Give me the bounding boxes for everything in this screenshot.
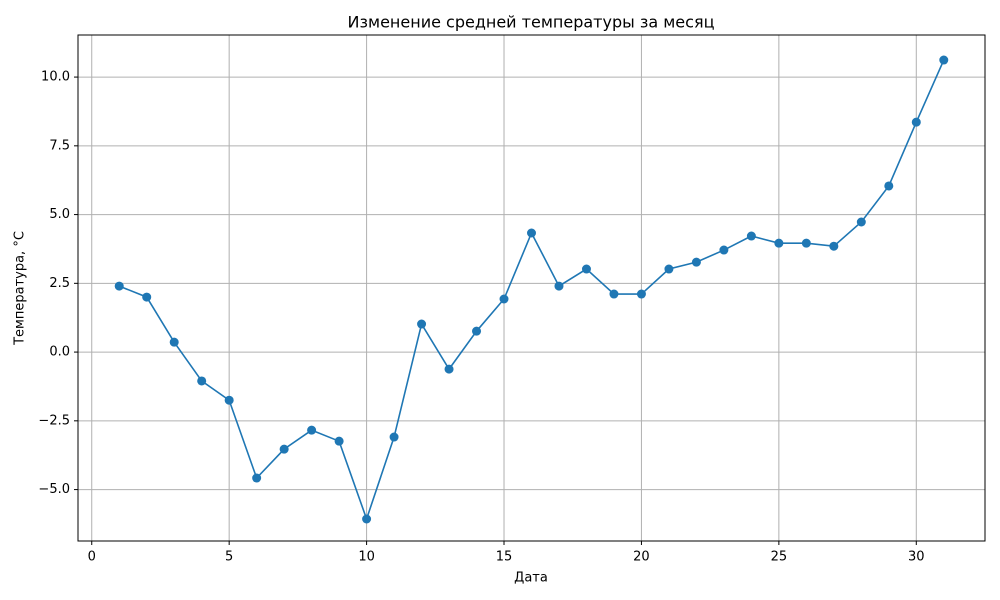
y-axis-label: Температура, °C [13,231,28,346]
data-point [774,238,784,248]
data-point [472,326,482,336]
data-point [856,217,866,227]
data-point [252,473,262,483]
data-line [118,59,945,522]
data-point [829,241,839,251]
y-tick-label: 10.0 [41,70,70,85]
x-axis-label: Дата [514,571,548,586]
x-tick-label: 5 [225,550,233,565]
data-point [499,294,509,304]
data-point [636,289,646,299]
data-point [334,436,344,446]
data-point [939,55,949,65]
data-point [224,395,234,405]
data-point [884,181,894,191]
data-point [746,231,756,241]
data-point [664,264,674,274]
x-tick-label: 20 [633,550,650,565]
data-point [719,245,729,255]
x-tick-label: 10 [358,550,375,565]
data-point [609,289,619,299]
data-point [389,432,399,442]
data-point [279,444,289,454]
y-tick-label: −2.5 [38,413,70,428]
data-point [307,425,317,435]
data-point [114,281,124,291]
data-point [527,228,536,238]
data-point [142,292,152,302]
data-point [554,281,564,291]
y-tick-label: 5.0 [49,207,70,222]
chart-title: Изменение средней температуры за месяц [348,13,715,32]
data-point [417,319,427,329]
x-tick-label: 15 [496,550,513,565]
data-point [581,264,591,274]
data-point [169,337,179,347]
data-point [362,514,372,524]
data-point [197,376,207,386]
y-tick-label: −5.0 [38,482,70,497]
data-point [444,364,454,374]
y-tick-label: 2.5 [49,276,70,291]
y-tick-label: 0.0 [49,345,70,360]
data-point [691,257,701,267]
x-tick-label: 0 [88,550,96,565]
data-point [801,238,811,248]
data-point [911,117,921,127]
plot-frame [77,34,986,542]
x-tick-label: 30 [908,550,925,565]
x-tick-label: 25 [771,550,788,565]
y-tick-label: 7.5 [49,138,70,153]
